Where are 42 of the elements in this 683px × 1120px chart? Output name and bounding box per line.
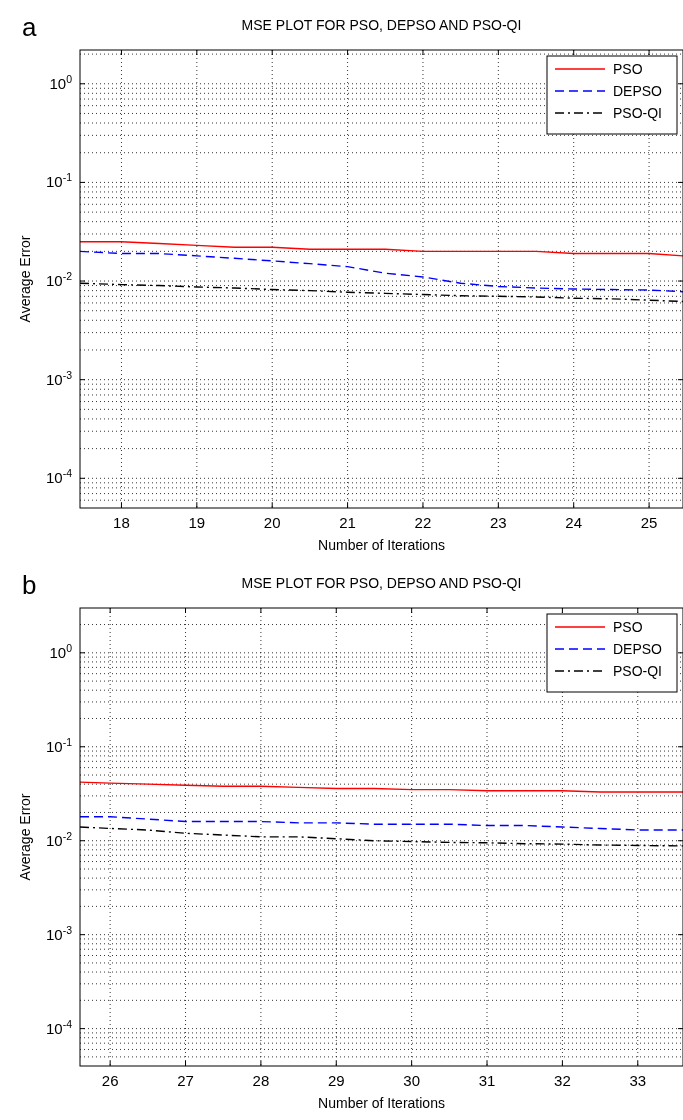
y-tick-label: 10$^{-3}$ — [45, 923, 73, 943]
text: b — [22, 570, 37, 600]
y-tick-label: 10$^{0}$ — [49, 72, 73, 92]
x-tick-label: 25 — [640, 514, 658, 531]
y-tick-label: 10$^{-4}$ — [45, 1017, 73, 1037]
legend-label: DEPSO — [613, 641, 663, 657]
x-tick-label: 32 — [554, 1072, 571, 1089]
x-tick-label: 23 — [489, 514, 507, 531]
x-tick-label: 26 — [101, 1072, 119, 1089]
x-tick-label: 24 — [565, 514, 583, 531]
x-tick-label: 21 — [339, 514, 356, 531]
y-tick-label: 10$^{-1}$ — [45, 735, 73, 755]
legend-label: PSO — [613, 619, 643, 635]
y-tick-label: 10$^{-2}$ — [45, 270, 73, 290]
line-series — [79, 241, 683, 257]
x-tick-label: 31 — [478, 1072, 496, 1089]
chart-title: MSE PLOT FOR PSO, DEPSO AND PSO-QI — [241, 17, 522, 33]
x-tick-label: 20 — [263, 514, 281, 531]
x-tick-label: 22 — [414, 514, 432, 531]
x-tick-label: 30 — [403, 1072, 420, 1089]
x-axis-title: Number of Iterations — [318, 537, 445, 553]
x-tick-label: 18 — [113, 514, 130, 531]
y-tick-label: 10$^{-2}$ — [45, 829, 73, 849]
y-tick-label: 10$^{-3}$ — [45, 368, 73, 388]
chart-title: MSE PLOT FOR PSO, DEPSO AND PSO-QI — [241, 575, 522, 591]
text: a — [22, 12, 37, 42]
legend-label: PSO-QI — [613, 663, 663, 679]
x-tick-label: 29 — [327, 1072, 345, 1089]
legend-label: DEPSO — [613, 83, 663, 99]
legend-label: PSO — [613, 61, 643, 77]
y-tick-label: 10$^{0}$ — [49, 641, 73, 661]
y-tick-label: 10$^{-4}$ — [45, 467, 73, 487]
x-axis-title: Number of Iterations — [318, 1095, 445, 1111]
x-tick-label: 28 — [252, 1072, 270, 1089]
y-axis-title: Average Error — [17, 793, 33, 881]
x-tick-label: 27 — [177, 1072, 194, 1089]
y-tick-label: 10$^{-1}$ — [45, 171, 73, 191]
x-tick-label: 33 — [629, 1072, 647, 1089]
x-tick-label: 19 — [188, 514, 206, 531]
y-axis-title: Average Error — [17, 235, 33, 323]
line-series — [79, 781, 683, 793]
legend-label: PSO-QI — [613, 105, 663, 121]
